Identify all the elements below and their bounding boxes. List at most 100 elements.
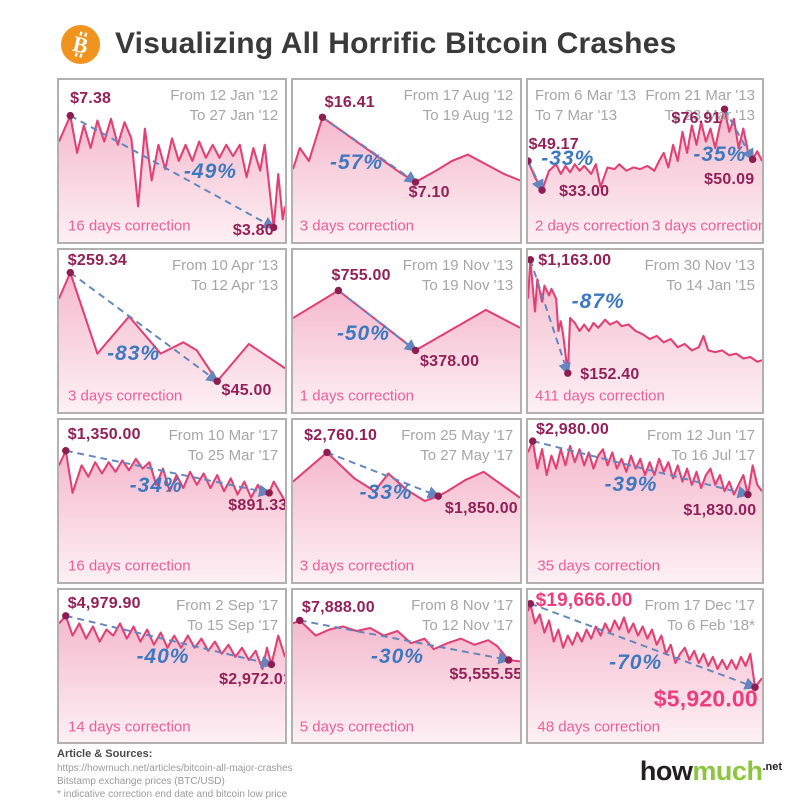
start-dot xyxy=(528,256,535,264)
date-to: To 19 Nov '13 xyxy=(421,277,514,295)
date-from: From 8 Nov '17 xyxy=(411,597,514,615)
start-dot xyxy=(62,447,70,455)
end-dot xyxy=(538,186,546,194)
price-line xyxy=(528,602,762,689)
source-footnote: * indicative correction end date and bit… xyxy=(57,789,288,800)
area-fill xyxy=(59,272,285,412)
price-line xyxy=(59,271,285,383)
start-dot xyxy=(296,616,304,625)
area-fill xyxy=(528,603,762,742)
end-dot xyxy=(411,178,420,186)
price-sparkline xyxy=(293,286,520,412)
correction-label: 48 days correction xyxy=(537,718,660,736)
crash-grid: From 12 Jan '12 To 27 Jan '12 $7.38 $3.80 -4… xyxy=(57,78,764,744)
percent-drop-label: -87% xyxy=(571,289,625,313)
crash-panel: From 10 Apr '13 To 12 Apr '13 $259.34 $45.0… xyxy=(57,248,287,414)
date-from: From 19 Nov '13 xyxy=(402,257,514,275)
end-dot xyxy=(267,660,276,669)
date-from: From 6 Mar '13 xyxy=(535,87,637,105)
date-from: From 30 Nov '13 xyxy=(644,257,755,275)
percent-drop-label: -33% xyxy=(541,147,595,171)
end-price-label: $1,850.00 xyxy=(444,500,518,518)
source-exchange: Bitstamp exchange prices (BTC/USD) xyxy=(57,776,225,787)
crash-panel: From 10 Mar '17 To 25 Mar '17 $1,350.00 $89… xyxy=(57,418,287,584)
date-to: To 16 Jul '17 xyxy=(671,447,755,465)
correction-label: 3 days correction xyxy=(299,217,415,235)
correction-label: 411 days correction xyxy=(535,387,665,405)
crash-panel: From 17 Aug '12 To 19 Aug '12 $16.41 $7.10 -… xyxy=(291,78,522,244)
date-range: From 30 Nov '13 To 14 Jan '15 xyxy=(645,256,755,296)
correction-label: 16 days correction xyxy=(68,557,191,575)
crash-panel: From 12 Jan '12 To 27 Jan '12 $7.38 $3.80 -4… xyxy=(57,78,287,244)
howmuch-logo[interactable]: howmuch.net xyxy=(640,756,782,787)
crash-arrow xyxy=(299,619,512,665)
date-from: From 17 Dec '17 xyxy=(644,597,755,615)
price-sparkline xyxy=(293,448,520,582)
start-dot xyxy=(66,111,75,120)
date-range: From 12 Jun '17 To 16 Jul '17 xyxy=(647,426,755,466)
price-line xyxy=(293,116,520,184)
start-dot xyxy=(720,105,729,113)
start-dot xyxy=(334,286,343,295)
price-line xyxy=(59,114,285,229)
crash-panel: From 17 Dec '17 To 6 Feb '18* $19,666.00 $5… xyxy=(526,588,764,744)
footer-sources: Article & Sources: https://howmuch.net/a… xyxy=(57,748,293,801)
percent-drop-label: -49% xyxy=(183,160,237,184)
start-price-label: $16.41 xyxy=(324,93,375,111)
percent-drop-label: -57% xyxy=(330,150,384,174)
date-to: To 12 Nov '17 xyxy=(421,616,514,634)
start-price-label: $7.38 xyxy=(70,90,112,108)
price-line xyxy=(59,614,285,671)
date-range: From 12 Jan '12 To 27 Jan '12 xyxy=(170,86,278,126)
svg-text:B: B xyxy=(70,30,90,58)
correction-label: 16 days correction xyxy=(68,217,191,235)
source-url[interactable]: https://howmuch.net/articles/bitcoin-all… xyxy=(57,763,293,774)
crash-panel: From 6 Mar '13 To 7 Mar '13 $49.17 $33.00 -3… xyxy=(526,78,764,244)
end-price-label: $378.00 xyxy=(420,352,480,370)
start-price-label: $4,979.90 xyxy=(67,594,141,612)
date-to: To 19 Aug '12 xyxy=(422,107,514,125)
start-price-label: $49.17 xyxy=(528,135,579,153)
end-price-label: $5,555.55 xyxy=(449,666,522,684)
correction-label: 5 days correction xyxy=(299,718,415,736)
crash-arrow xyxy=(532,440,751,499)
start-price-label: $259.34 xyxy=(67,252,128,270)
price-sparkline xyxy=(528,599,762,742)
end-dot xyxy=(564,369,572,377)
date-range: From 19 Nov '13 To 19 Nov '13 xyxy=(403,256,513,296)
price-sparkline xyxy=(528,437,762,582)
percent-drop-label: -39% xyxy=(604,472,658,496)
start-dot xyxy=(528,437,537,445)
date-to: To 27 Jan '12 xyxy=(189,107,279,125)
price-sparkline xyxy=(59,612,285,742)
percent-drop-label: -35% xyxy=(693,142,747,166)
start-price-label: $19,666.00 xyxy=(535,589,633,611)
end-dot xyxy=(504,656,513,664)
crash-panel: From 19 Nov '13 To 19 Nov '13 $755.00 $378.… xyxy=(291,248,522,414)
date-to: To 27 May '17 xyxy=(420,447,514,465)
date-from: From 10 Apr '13 xyxy=(171,257,279,275)
date-range: From 8 Nov '17 To 12 Nov '17 xyxy=(411,596,513,636)
percent-drop-label: -70% xyxy=(609,650,663,674)
crash-arrow xyxy=(528,160,544,193)
correction-label: 14 days correction xyxy=(68,718,191,736)
correction-label: 1 days correction xyxy=(299,387,415,405)
start-dot xyxy=(318,113,327,121)
end-dot xyxy=(411,346,420,355)
area-fill xyxy=(59,615,285,742)
date-from: From 17 Aug '12 xyxy=(403,87,514,105)
bitcoin-icon: B xyxy=(60,24,101,65)
date-range: From 10 Mar '17 To 25 Mar '17 xyxy=(169,426,279,466)
end-price-label: $891.33 xyxy=(228,496,287,514)
price-sparkline xyxy=(59,447,285,582)
start-price-label: $76.91 xyxy=(671,109,722,127)
price-line xyxy=(293,451,520,503)
price-line xyxy=(293,619,520,663)
date-from: From 2 Sep '17 xyxy=(176,597,279,615)
start-dot xyxy=(62,612,70,620)
date-to: To 12 Apr '13 xyxy=(191,277,279,295)
price-line xyxy=(528,440,762,496)
end-price-label: $33.00 xyxy=(559,182,610,200)
area-fill xyxy=(293,452,520,582)
